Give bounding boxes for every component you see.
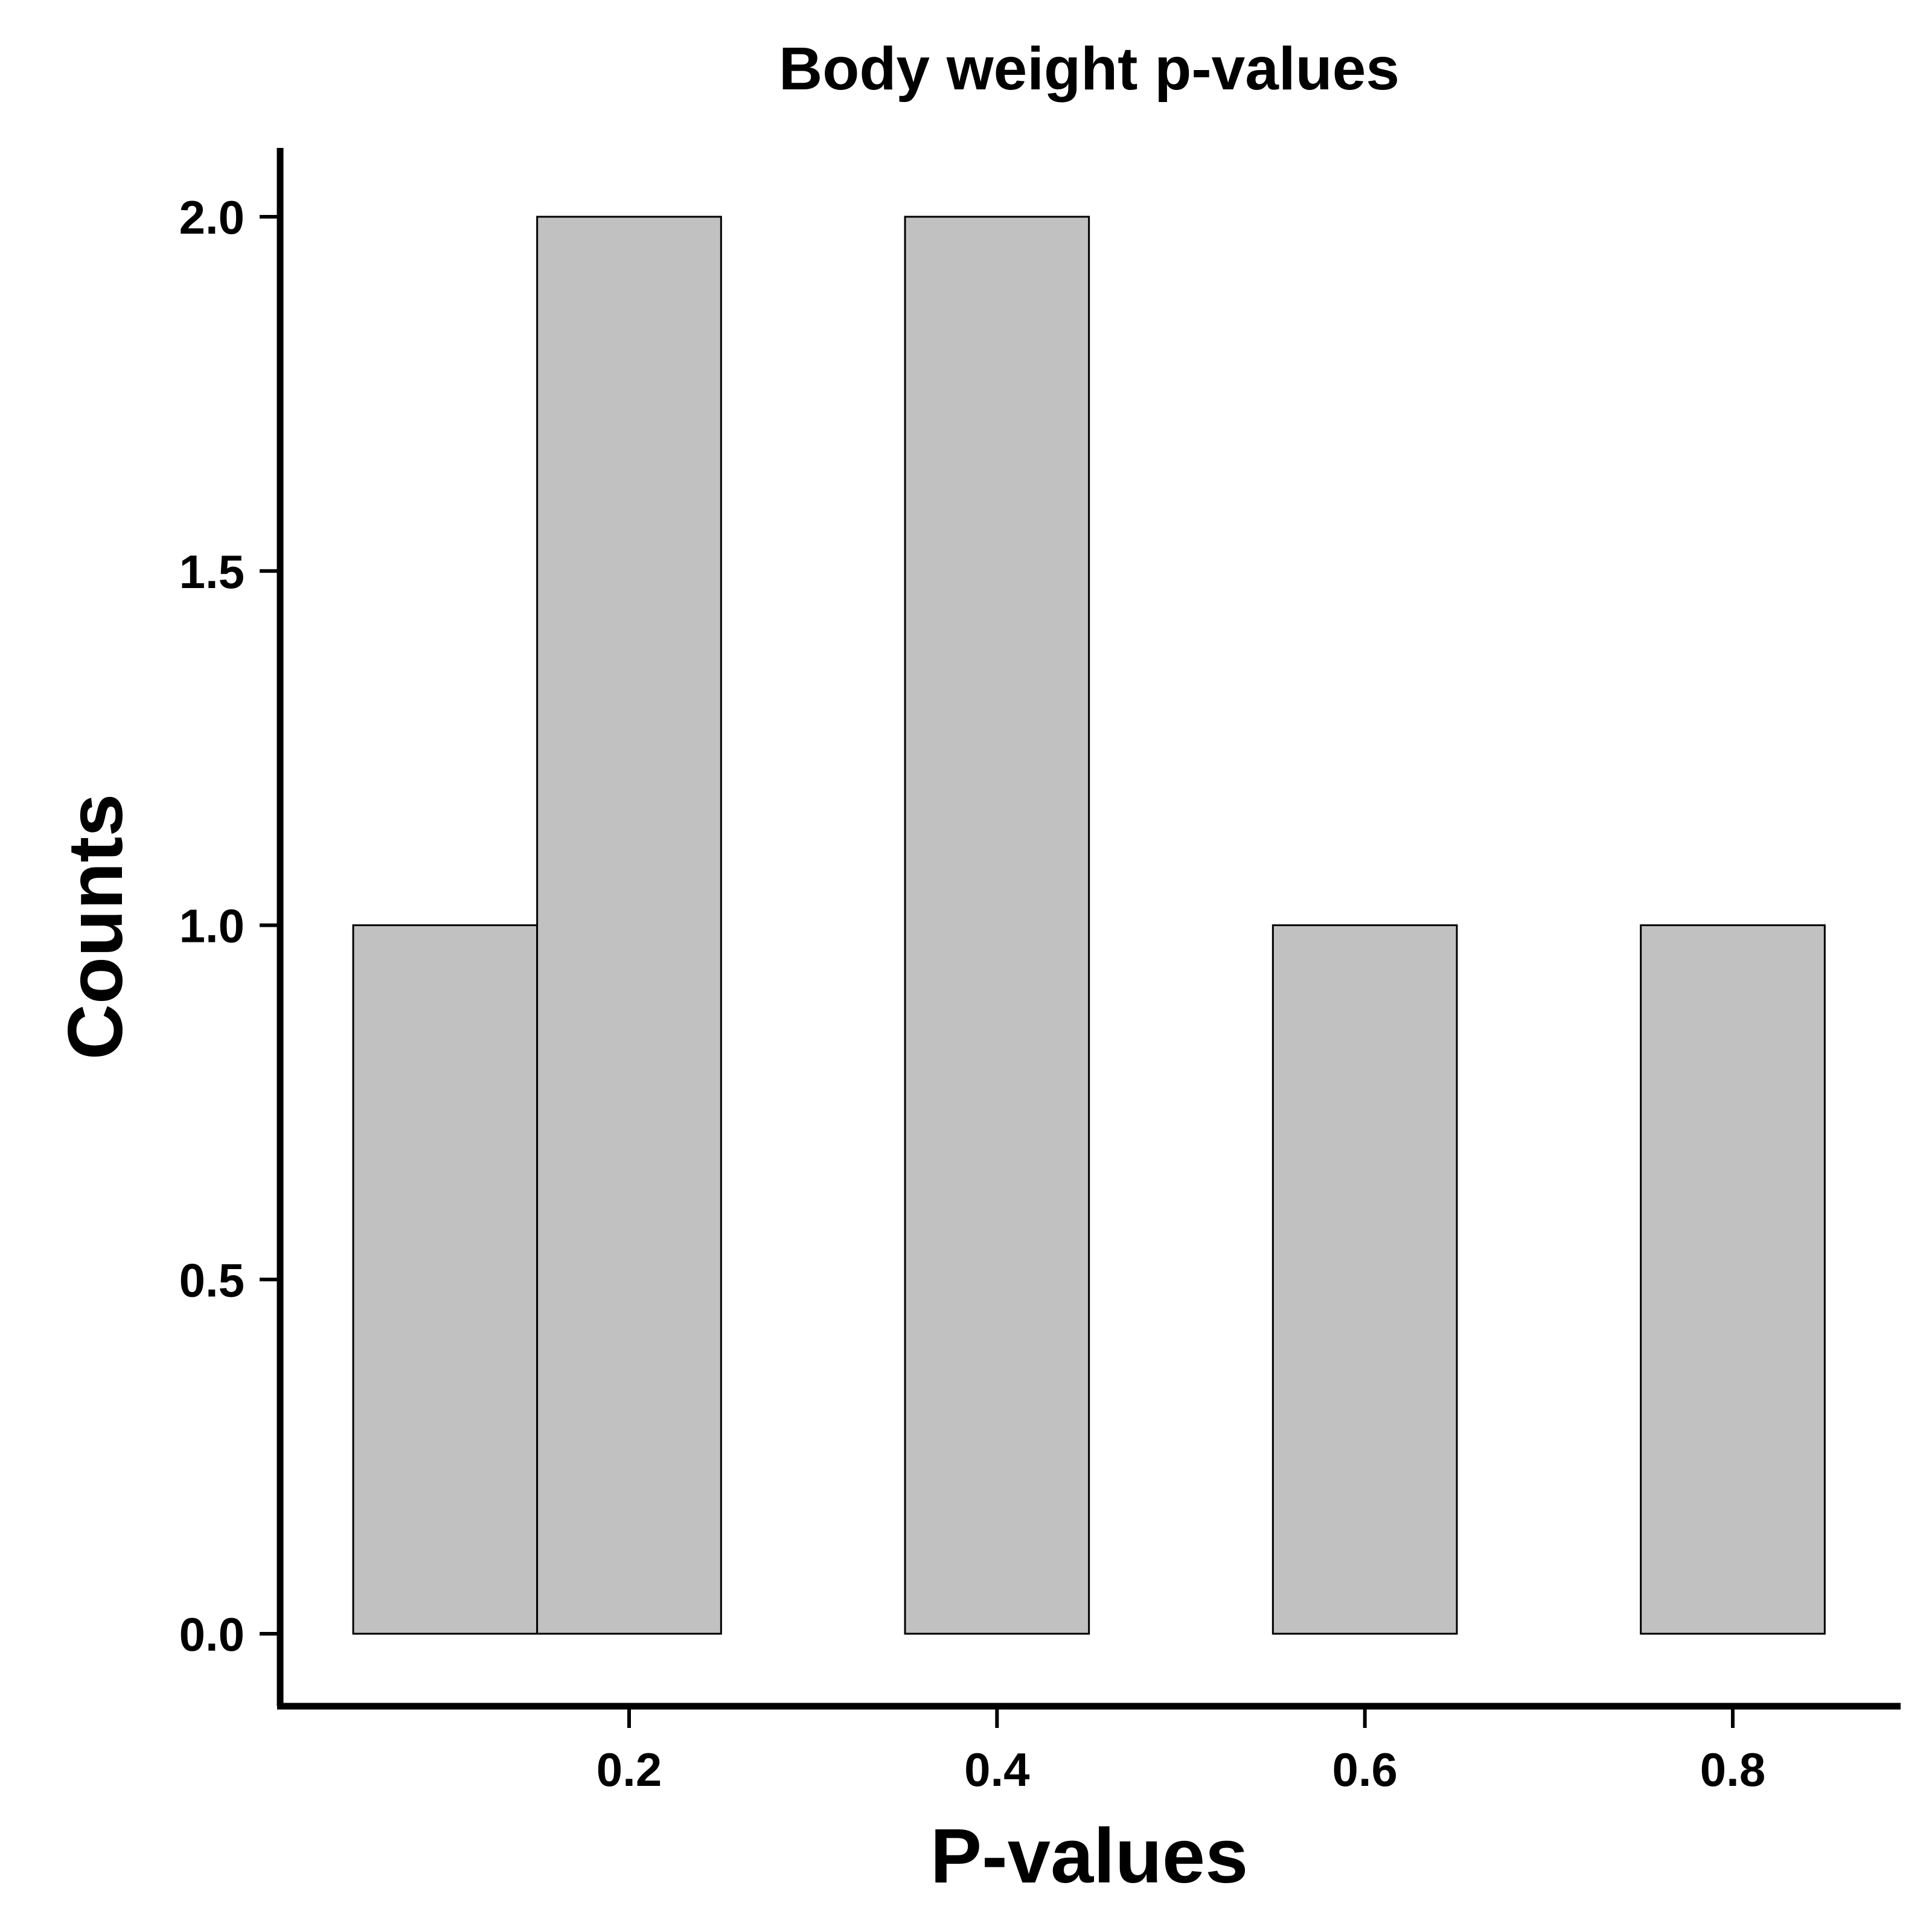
- chart-title: Body weight p-values: [779, 35, 1399, 103]
- x-tick-label: 0.6: [1332, 1743, 1397, 1796]
- y-axis-ticks: 0.0 0.5 1.0 1.5 2.0: [179, 191, 280, 1661]
- histogram-bar-7: [1640, 924, 1826, 1635]
- bars-group: [352, 216, 1826, 1635]
- histogram-bar-0: [352, 924, 539, 1635]
- x-tick-label: 0.4: [964, 1743, 1029, 1796]
- y-tick-label: 1.0: [179, 900, 245, 953]
- x-tick-label: 0.2: [597, 1743, 662, 1796]
- y-tick-label: 2.0: [179, 191, 245, 244]
- x-axis-title: P-values: [930, 1813, 1249, 1899]
- histogram-bar-3: [904, 216, 1090, 1635]
- y-tick-label: 0.5: [179, 1253, 245, 1307]
- histogram-bar-1: [536, 216, 722, 1635]
- histogram-bar-5: [1271, 924, 1458, 1635]
- x-axis-ticks: 0.2 0.4 0.6 0.8: [597, 1706, 1765, 1796]
- y-tick-label: 1.5: [179, 545, 245, 598]
- y-tick-label: 0.0: [179, 1608, 245, 1661]
- y-axis-title: Counts: [53, 794, 139, 1060]
- x-tick-label: 0.8: [1700, 1743, 1765, 1796]
